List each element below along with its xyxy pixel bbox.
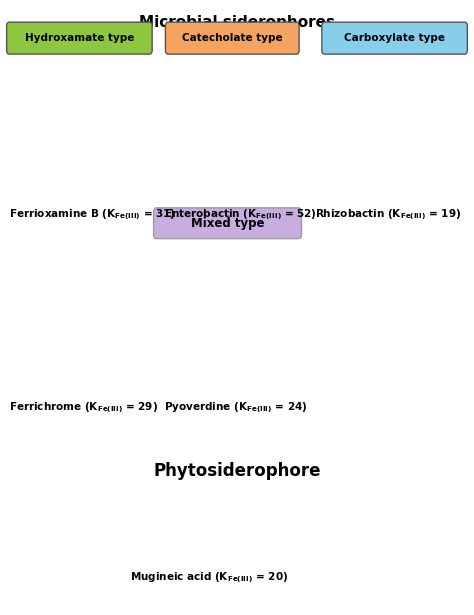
Text: Pyoverdine (K$_{{\mathbf{{Fe(III)}}}}$ = 24): Pyoverdine (K$_{{\mathbf{{Fe(III)}}}}$ =… xyxy=(164,401,307,415)
Text: Mugineic acid (K$_{{\mathbf{{Fe(III)}}}}$ = 20): Mugineic acid (K$_{{\mathbf{{Fe(III)}}}}… xyxy=(130,571,289,585)
Text: Enterobactin (K$_{{\mathbf{{Fe(III)}}}}$ = 52): Enterobactin (K$_{{\mathbf{{Fe(III)}}}}$… xyxy=(164,208,316,222)
Text: Ferrichrome (K$_{{\mathbf{{Fe(III)}}}}$ = 29): Ferrichrome (K$_{{\mathbf{{Fe(III)}}}}$ … xyxy=(9,401,158,415)
Text: Microbial siderophores: Microbial siderophores xyxy=(139,15,335,30)
FancyBboxPatch shape xyxy=(154,208,301,239)
Text: Ferrioxamine B (K$_{{\mathbf{{Fe(III)}}}}$ = 31): Ferrioxamine B (K$_{{\mathbf{{Fe(III)}}}… xyxy=(9,208,176,222)
Text: Catecholate type: Catecholate type xyxy=(182,33,283,43)
Text: Carboxylate type: Carboxylate type xyxy=(344,33,445,43)
FancyBboxPatch shape xyxy=(165,22,299,54)
Text: Rhizobactin (K$_{{\mathbf{{Fe(III)}}}}$ = 19): Rhizobactin (K$_{{\mathbf{{Fe(III)}}}}$ … xyxy=(315,208,462,222)
FancyBboxPatch shape xyxy=(322,22,467,54)
FancyBboxPatch shape xyxy=(7,22,152,54)
Text: Phytosiderophore: Phytosiderophore xyxy=(153,462,321,480)
Text: Mixed type: Mixed type xyxy=(191,216,264,230)
Text: Hydroxamate type: Hydroxamate type xyxy=(25,33,134,43)
